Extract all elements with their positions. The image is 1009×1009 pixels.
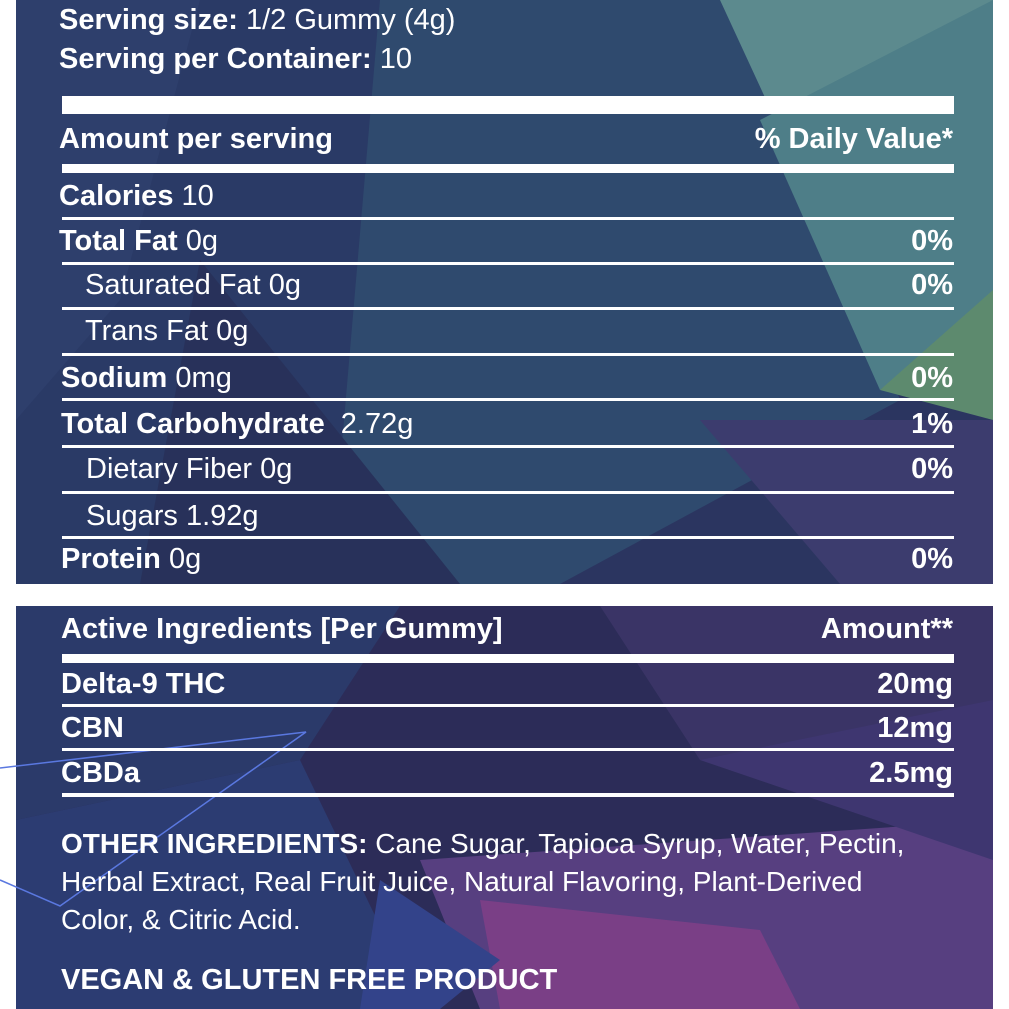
other-ingredients-text-3: Color, & Citric Acid. bbox=[61, 904, 301, 935]
sugars-label: Sugars bbox=[86, 500, 178, 532]
servings-per-container-value: 10 bbox=[379, 43, 412, 75]
thick-divider bbox=[62, 96, 954, 114]
row-divider bbox=[62, 445, 954, 448]
row-divider bbox=[62, 491, 954, 494]
other-ingredients-label: OTHER INGREDIENTS: bbox=[61, 828, 368, 859]
trans-fat-label: Trans Fat bbox=[85, 315, 209, 347]
total-fat-amount: 0g bbox=[185, 225, 219, 257]
nutrition-row-label: Dietary Fiber 0g bbox=[86, 455, 292, 484]
dietary-fiber-label: Dietary Fiber bbox=[86, 453, 252, 485]
row-divider bbox=[62, 353, 954, 356]
row-divider bbox=[62, 748, 954, 751]
active-header-divider bbox=[62, 654, 954, 663]
active-row-amount: 20mg bbox=[877, 668, 953, 700]
nutrition-row-label: Total Carbohydrate 2.72g bbox=[61, 410, 413, 439]
serving-size-value: 1/2 Gummy (4g) bbox=[245, 4, 456, 36]
vegan-gluten-free-label: VEGAN & GLUTEN FREE PRODUCT bbox=[61, 964, 558, 996]
row-divider bbox=[62, 704, 954, 707]
calories-value: 10 bbox=[181, 180, 214, 212]
sodium-amount: 0mg bbox=[175, 362, 232, 394]
saturated-fat-dv: 0% bbox=[911, 269, 953, 301]
total-fat-label: Total Fat bbox=[59, 225, 178, 257]
serving-size-label-text: Serving size: bbox=[59, 4, 238, 36]
active-row-label: CBN bbox=[61, 712, 124, 744]
sugars-amount: 1.92g bbox=[185, 500, 259, 532]
active-row-label: CBDa bbox=[61, 757, 140, 789]
dietary-fiber-dv: 0% bbox=[911, 453, 953, 485]
row-divider bbox=[62, 262, 954, 265]
header-divider bbox=[62, 164, 954, 173]
trans-fat-amount: 0g bbox=[216, 315, 249, 347]
calories-label: Calories bbox=[59, 180, 174, 212]
saturated-fat-label: Saturated Fat bbox=[85, 269, 261, 301]
servings-per-container: Serving per Container: 10 bbox=[59, 45, 412, 74]
active-row-label: Delta-9 THC bbox=[61, 668, 226, 700]
total-fat-dv: 0% bbox=[911, 225, 953, 257]
nutrition-row-label: Trans Fat 0g bbox=[85, 317, 248, 346]
row-divider bbox=[62, 217, 954, 220]
other-ingredients-line1: OTHER INGREDIENTS: Cane Sugar, Tapioca S… bbox=[61, 830, 904, 858]
row-divider bbox=[62, 793, 954, 797]
protein-dv: 0% bbox=[911, 543, 953, 575]
dietary-fiber-amount: 0g bbox=[260, 453, 293, 485]
row-divider bbox=[62, 536, 954, 539]
nutrition-row-label: Protein 0g bbox=[61, 545, 201, 574]
nutrition-row-label: Sodium 0mg bbox=[61, 364, 232, 393]
total-carbohydrate-amount: 2.72g bbox=[340, 408, 414, 440]
active-amount-header: Amount** bbox=[820, 613, 953, 645]
sodium-label: Sodium bbox=[61, 362, 168, 394]
row-divider bbox=[62, 398, 954, 401]
other-ingredients-text-1: Cane Sugar, Tapioca Syrup, Water, Pectin… bbox=[375, 828, 905, 859]
saturated-fat-amount: 0g bbox=[268, 269, 302, 301]
active-ingredients-header: Active Ingredients [Per Gummy] bbox=[61, 613, 503, 645]
row-divider bbox=[62, 307, 954, 310]
other-ingredients-text-2: Herbal Extract, Real Fruit Juice, Natura… bbox=[61, 866, 863, 897]
total-carbohydrate-label: Total Carbohydrate bbox=[61, 408, 325, 440]
active-row-amount: 2.5mg bbox=[869, 757, 953, 789]
protein-label: Protein bbox=[61, 543, 161, 575]
servings-per-container-label: Serving per Container: bbox=[59, 43, 372, 75]
sodium-dv: 0% bbox=[911, 362, 953, 394]
active-row-amount: 12mg bbox=[877, 712, 953, 744]
calories-row: Calories 10 bbox=[59, 182, 214, 211]
protein-amount: 0g bbox=[168, 543, 202, 575]
nutrition-row-label: Total Fat 0g bbox=[59, 227, 218, 256]
daily-value-header: % Daily Value* bbox=[754, 123, 953, 155]
total-carbohydrate-dv: 1% bbox=[911, 408, 953, 440]
serving-size-label: Serving size: 1/2 Gummy (4g) bbox=[59, 6, 455, 35]
amount-per-serving-header: Amount per serving bbox=[59, 123, 333, 155]
nutrition-row-label: Sugars 1.92g bbox=[86, 502, 259, 531]
nutrition-row-label: Saturated Fat 0g bbox=[85, 271, 301, 300]
